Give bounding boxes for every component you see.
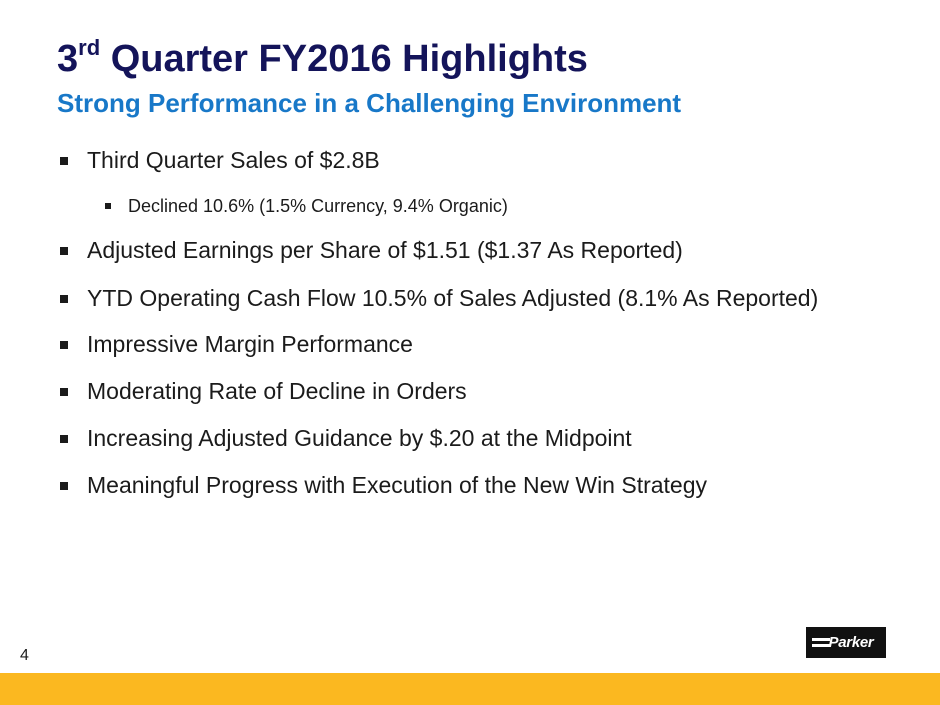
page-number: 4 [20, 647, 29, 664]
square-bullet-icon [60, 247, 68, 255]
bullet-item: Meaningful Progress with Execution of th… [60, 472, 708, 498]
logo-stripe-icon [812, 638, 830, 641]
square-bullet-icon [60, 157, 68, 165]
square-bullet-icon [60, 295, 68, 303]
sub-bullet-item: Declined 10.6% (1.5% Currency, 9.4% Orga… [105, 196, 508, 216]
slide-title: 3rd Quarter FY2016 Highlights [57, 37, 588, 80]
bullet-item: YTD Operating Cash Flow 10.5% of Sales A… [60, 285, 819, 311]
square-bullet-icon [105, 203, 111, 209]
bullet-item: Increasing Adjusted Guidance by $.20 at … [60, 425, 632, 451]
bullet-text: Increasing Adjusted Guidance by $.20 at … [87, 425, 632, 451]
title-ordinal: 3 [57, 38, 79, 80]
title-text: Quarter FY2016 Highlights [100, 38, 588, 80]
footer-bar [0, 673, 940, 705]
bullet-item: Third Quarter Sales of $2.8B [60, 147, 380, 173]
bullet-text: Meaningful Progress with Execution of th… [87, 472, 708, 498]
bullet-item: Adjusted Earnings per Share of $1.51 ($1… [60, 237, 683, 263]
bullet-item: Impressive Margin Performance [60, 331, 413, 357]
bullet-text: Moderating Rate of Decline in Orders [87, 378, 467, 404]
parker-logo: Parker [806, 627, 886, 658]
bullet-text: Third Quarter Sales of $2.8B [87, 147, 380, 173]
square-bullet-icon [60, 388, 68, 396]
square-bullet-icon [60, 341, 68, 349]
title-ordinal-suffix: rd [78, 35, 101, 61]
bullet-text: YTD Operating Cash Flow 10.5% of Sales A… [87, 285, 819, 311]
bullet-list: Third Quarter Sales of $2.8B Declined 10… [60, 147, 819, 498]
bullet-text: Adjusted Earnings per Share of $1.51 ($1… [87, 237, 683, 263]
bullet-item: Moderating Rate of Decline in Orders [60, 378, 467, 404]
bullet-text: Declined 10.6% (1.5% Currency, 9.4% Orga… [128, 196, 508, 216]
slide-subtitle: Strong Performance in a Challenging Envi… [57, 88, 682, 118]
square-bullet-icon [60, 482, 68, 490]
square-bullet-icon [60, 435, 68, 443]
logo-text: Parker [828, 634, 874, 651]
logo-stripe-icon [812, 644, 830, 647]
bullet-text: Impressive Margin Performance [87, 331, 413, 357]
